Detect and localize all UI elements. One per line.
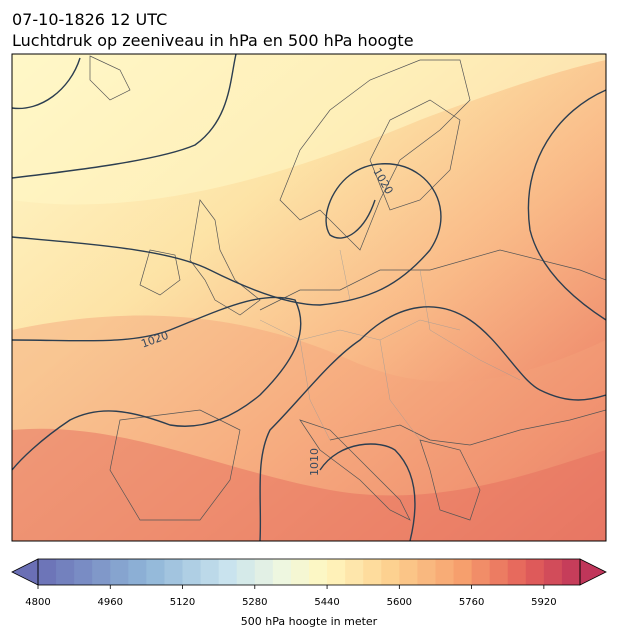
colorbar-segment: [110, 559, 129, 585]
colorbar-segment: [164, 559, 184, 585]
coastline: [189, 199, 261, 316]
colorbar-label: 500 hPa hoogte in meter: [241, 615, 378, 628]
subtitle: Luchtdruk op zeeniveau in hPa en 500 hPa…: [12, 31, 414, 50]
colorbar-tick-label: 5600: [387, 597, 412, 608]
isobar: [12, 54, 237, 179]
isobar: [259, 306, 606, 541]
colorbar-segment: [363, 559, 382, 585]
colorbar-segment: [561, 559, 581, 585]
height-band: [12, 54, 606, 205]
colorbar-segment: [543, 559, 563, 585]
colorbar-tick-label: 5280: [242, 597, 267, 608]
coastline: [329, 409, 606, 446]
isobar: [12, 57, 81, 110]
isobar: [527, 89, 606, 321]
colorbar-segment: [92, 559, 111, 585]
colorbar-segment: [56, 559, 75, 585]
colorbar-segment: [236, 559, 256, 585]
coastline: [299, 419, 411, 521]
colorbar-segment: [74, 559, 93, 585]
colorbar-segment: [254, 559, 274, 585]
colorbar-segment: [345, 559, 364, 585]
isobar: [12, 163, 442, 306]
colorbar-segment: [309, 559, 328, 585]
coastline: [369, 99, 461, 211]
colorbar-tick-label: 4800: [25, 597, 50, 608]
coastline: [109, 409, 241, 521]
map-area: 1020 1020 1010: [12, 54, 606, 541]
colorbar-tick-label: 5440: [314, 597, 339, 608]
isobar-label: 1010: [308, 448, 321, 476]
colorbar-segment: [327, 559, 346, 585]
colorbar-segment: [218, 559, 238, 585]
coastline: [89, 55, 131, 101]
colorbar-extend-low: [11, 558, 39, 586]
colorbar-tick-label: 5120: [170, 597, 195, 608]
coastline: [419, 439, 481, 521]
colorbar-segment: [146, 559, 165, 585]
colorbar-segment: [182, 559, 202, 585]
map-frame: [11, 53, 607, 542]
coastline: [139, 249, 181, 296]
colorbar-segment: [507, 559, 527, 585]
colorbar-segment: [435, 559, 455, 585]
colorbar-tick-label: 5920: [531, 597, 556, 608]
colorbar-segment: [38, 559, 57, 585]
height-band: [12, 428, 606, 541]
colorbar-segment: [290, 559, 310, 585]
colorbar-segment: [272, 559, 292, 585]
colorbar-frame: [37, 558, 581, 586]
colorbar-segment: [453, 559, 473, 585]
colorbar-segment: [128, 559, 147, 585]
border: [259, 249, 521, 441]
coastline: [259, 249, 606, 311]
colorbar: 4800 4960 5120 5280 5440 5600 5760 5920: [11, 558, 607, 608]
colorbar-segment: [471, 559, 491, 585]
colorbar-segment: [417, 559, 436, 585]
colorbar-segment: [381, 559, 400, 585]
isobar: [319, 443, 416, 541]
colorbar-tick-label: 5760: [459, 597, 484, 608]
colorbar-tick-label: 4960: [98, 597, 123, 608]
colorbar-segment: [525, 559, 545, 585]
title: 07-10-1826 12 UTC: [12, 10, 167, 29]
colorbar-segment: [489, 559, 509, 585]
isobar: [12, 296, 302, 471]
colorbar-extend-high: [579, 558, 607, 586]
colorbar-segment: [399, 559, 418, 585]
colorbar-segment: [200, 559, 220, 585]
